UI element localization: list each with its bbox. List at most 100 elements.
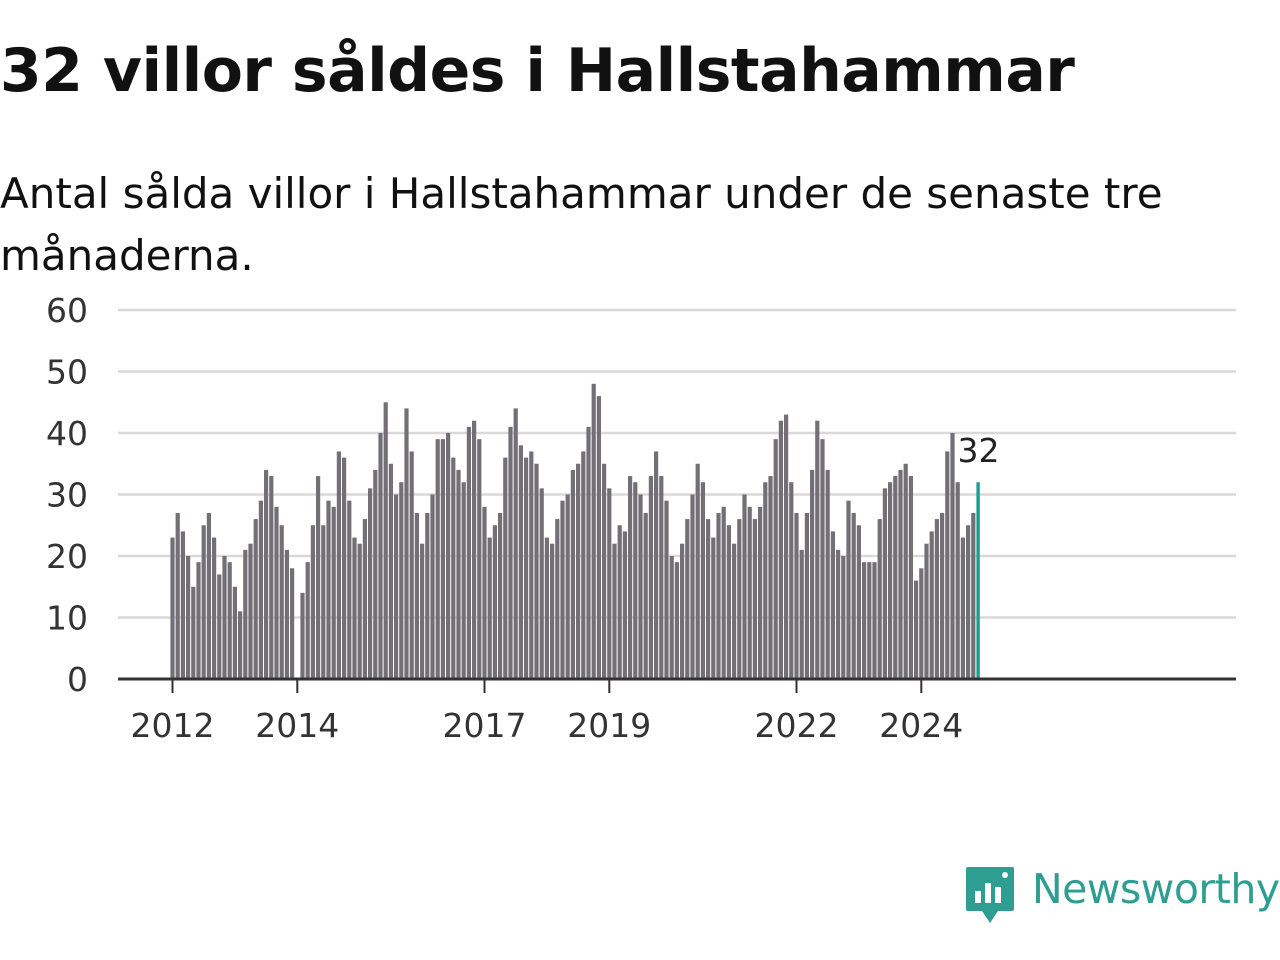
bar [269, 476, 274, 679]
bar [591, 383, 596, 679]
bar [617, 525, 622, 679]
bar [680, 543, 685, 679]
bar [576, 463, 581, 679]
bar [565, 494, 570, 679]
bar [924, 543, 929, 679]
bar-highlight [976, 482, 980, 679]
bar [284, 549, 289, 679]
bar [503, 457, 508, 679]
bar [862, 562, 867, 679]
bar [362, 519, 367, 679]
bar [586, 426, 591, 679]
bar [846, 500, 851, 679]
bar [888, 482, 893, 679]
bar [409, 451, 414, 679]
bar [456, 469, 461, 679]
bar [383, 402, 388, 679]
bar [316, 476, 321, 679]
bar [336, 451, 341, 679]
bar [212, 537, 217, 679]
bar [191, 586, 196, 679]
bar [420, 543, 425, 679]
bar [799, 549, 804, 679]
x-tick-label: 2024 [879, 706, 963, 745]
bar [357, 543, 362, 679]
bar [773, 439, 778, 679]
bar [872, 562, 877, 679]
bar [326, 500, 331, 679]
bar [815, 420, 820, 679]
bar [321, 525, 326, 679]
newsworthy-logo: Newsworthy [964, 865, 1280, 931]
bar [747, 506, 752, 679]
y-tick-label: 40 [46, 414, 88, 453]
bar [856, 525, 861, 679]
bar [186, 556, 191, 679]
bar [820, 439, 825, 679]
bar [206, 512, 211, 679]
bar [784, 414, 789, 679]
y-tick-label: 60 [46, 291, 88, 330]
bar [633, 482, 638, 679]
bar [513, 408, 518, 679]
bar [908, 476, 913, 679]
value-labels: 32 [958, 431, 1000, 470]
bar [498, 512, 503, 679]
bar [804, 512, 809, 679]
bar [612, 543, 617, 679]
last-value-label: 32 [958, 431, 1000, 470]
newsworthy-logo-icon [966, 867, 1014, 923]
bar [544, 537, 549, 679]
bar [425, 512, 430, 679]
bar [654, 451, 659, 679]
y-tick-label: 20 [46, 537, 88, 576]
bar [217, 574, 222, 679]
bar [451, 457, 456, 679]
bar [274, 506, 279, 679]
bar [378, 433, 383, 679]
x-tick-label: 2017 [443, 706, 527, 745]
x-tick-label: 2012 [131, 706, 215, 745]
bar [482, 506, 487, 679]
bar [461, 482, 466, 679]
bar [966, 525, 971, 679]
bar [955, 482, 960, 679]
bar [446, 433, 451, 679]
bar [243, 549, 248, 679]
y-tick-label: 30 [46, 476, 88, 515]
bar [752, 519, 757, 679]
bar [940, 512, 945, 679]
bar [867, 562, 872, 679]
bar [903, 463, 908, 679]
bar [643, 512, 648, 679]
bar [768, 476, 773, 679]
bar [971, 512, 976, 679]
bar [435, 439, 440, 679]
bar [664, 500, 669, 679]
bar [622, 531, 627, 679]
bar [674, 562, 679, 679]
bar [477, 439, 482, 679]
bar [248, 543, 253, 679]
bar [529, 451, 534, 679]
bar [258, 500, 263, 679]
bar [628, 476, 633, 679]
y-tick-label: 10 [46, 599, 88, 638]
bar [290, 568, 295, 679]
bar [279, 525, 284, 679]
bar [763, 482, 768, 679]
bar [394, 494, 399, 679]
bar [180, 531, 185, 679]
bar [914, 580, 919, 679]
bar [596, 396, 601, 679]
bar [550, 543, 555, 679]
bar [368, 488, 373, 679]
x-tick-label: 2019 [567, 706, 651, 745]
bar [810, 469, 815, 679]
bar [893, 476, 898, 679]
bar [716, 512, 721, 679]
x-tick-label: 2014 [255, 706, 339, 745]
bar [342, 457, 347, 679]
bar [310, 525, 315, 679]
bar [706, 519, 711, 679]
